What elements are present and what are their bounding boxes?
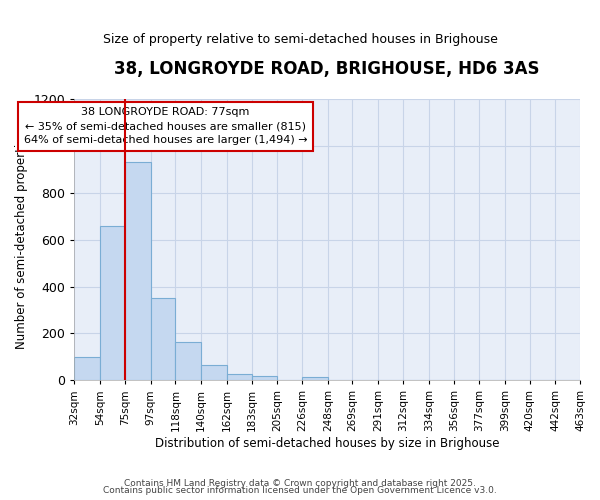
Text: Size of property relative to semi-detached houses in Brighouse: Size of property relative to semi-detach… <box>103 32 497 46</box>
Bar <box>227 374 251 380</box>
Y-axis label: Number of semi-detached properties: Number of semi-detached properties <box>15 130 28 349</box>
Bar <box>125 162 151 380</box>
Text: Contains HM Land Registry data © Crown copyright and database right 2025.: Contains HM Land Registry data © Crown c… <box>124 478 476 488</box>
Text: Contains public sector information licensed under the Open Government Licence v3: Contains public sector information licen… <box>103 486 497 495</box>
Bar <box>302 377 328 380</box>
Bar <box>74 357 100 380</box>
Title: 38, LONGROYDE ROAD, BRIGHOUSE, HD6 3AS: 38, LONGROYDE ROAD, BRIGHOUSE, HD6 3AS <box>115 60 540 78</box>
Text: 38 LONGROYDE ROAD: 77sqm
← 35% of semi-detached houses are smaller (815)
64% of : 38 LONGROYDE ROAD: 77sqm ← 35% of semi-d… <box>23 108 307 146</box>
Bar <box>251 376 277 380</box>
Bar <box>151 298 175 380</box>
X-axis label: Distribution of semi-detached houses by size in Brighouse: Distribution of semi-detached houses by … <box>155 437 499 450</box>
Bar <box>175 342 201 380</box>
Bar <box>201 365 227 380</box>
Bar <box>100 226 125 380</box>
